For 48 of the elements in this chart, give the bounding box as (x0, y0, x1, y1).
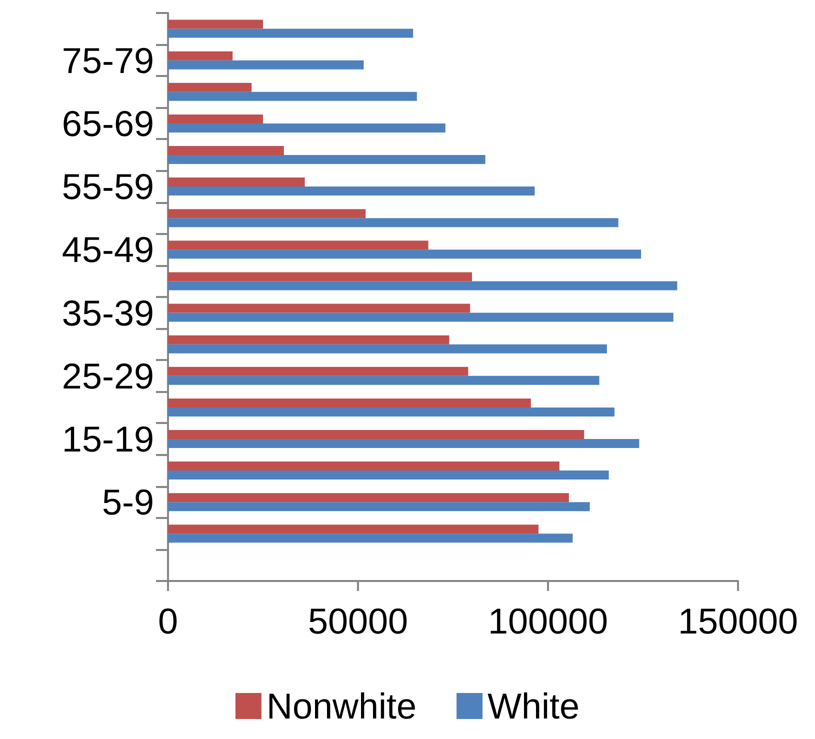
bar (168, 304, 470, 313)
bar (168, 407, 614, 416)
x-tick-label: 50000 (308, 600, 408, 642)
bar (168, 524, 538, 534)
bar (168, 430, 584, 439)
bar (168, 312, 674, 322)
bar (168, 335, 450, 344)
x-tick-label: 0 (158, 600, 178, 642)
bar (168, 51, 233, 60)
bar (168, 502, 590, 512)
bar (168, 209, 366, 218)
bar (168, 146, 284, 155)
bar (168, 281, 678, 290)
legend-label: White (488, 686, 580, 726)
y-tick-label: 25-29 (62, 355, 154, 396)
y-tick-label: 55-59 (62, 166, 154, 208)
bar (168, 218, 618, 228)
bar (168, 376, 600, 385)
bar (168, 398, 531, 408)
bar (168, 240, 428, 250)
bar (168, 20, 263, 29)
x-tick-label: 100000 (488, 600, 608, 642)
bar (168, 114, 263, 124)
bar (168, 28, 414, 38)
y-tick-label: 75-79 (62, 40, 154, 81)
bar (168, 366, 468, 376)
legend-label: Nonwhite (266, 686, 417, 726)
bar (168, 250, 642, 259)
y-tick-label: 35-39 (62, 292, 154, 334)
bar (168, 60, 364, 70)
x-tick-label: 150000 (678, 600, 798, 642)
bar (168, 178, 305, 187)
bar (168, 534, 573, 543)
bar (168, 344, 607, 354)
y-tick-label: 65-69 (62, 102, 154, 144)
bar (168, 493, 569, 502)
bar (168, 470, 609, 480)
bar (168, 82, 252, 92)
y-tick-label: 45-49 (62, 229, 154, 270)
y-tick-label: 5-9 (102, 482, 154, 523)
bar (168, 123, 446, 132)
bar (168, 155, 486, 164)
bar (168, 462, 560, 471)
y-tick-label: 15-19 (62, 418, 154, 460)
bar (168, 92, 417, 101)
bar (168, 186, 535, 196)
bar (168, 272, 472, 282)
bar (168, 439, 640, 448)
